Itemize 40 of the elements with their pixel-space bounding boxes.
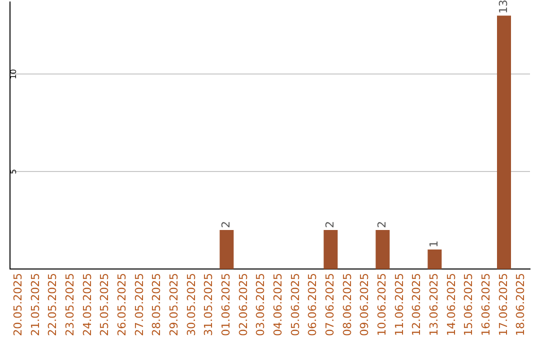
x-tick-label: 03.06.2025: [254, 273, 268, 336]
x-tick-label: 25.05.2025: [98, 273, 112, 336]
x-tick-label: 30.05.2025: [184, 273, 198, 336]
x-tick-label: 09.06.2025: [358, 273, 372, 336]
x-tick-label: 18.06.2025: [514, 273, 528, 336]
data-label: 2: [376, 221, 389, 228]
data-label: 13: [496, 0, 510, 14]
data-label: 1: [428, 240, 441, 248]
x-tick-label: 26.05.2025: [116, 273, 129, 336]
bar: [220, 230, 234, 270]
data-label: 2: [220, 221, 233, 228]
bar: [497, 16, 511, 270]
x-tick-label: 22.05.2025: [46, 273, 60, 336]
x-tick-label: 13.06.2025: [428, 273, 441, 336]
x-tick-label: 31.05.2025: [202, 273, 216, 336]
x-tick-label: 24.05.2025: [80, 273, 94, 336]
x-tick-label: 20.05.2025: [12, 273, 25, 336]
x-tick-label: 17.06.2025: [496, 273, 510, 336]
x-tick-label: 21.05.2025: [28, 273, 42, 336]
x-tick-label: 16.06.2025: [480, 273, 493, 336]
x-tick-label: 06.06.2025: [306, 273, 320, 336]
x-tick-label: 04.06.2025: [272, 273, 285, 336]
data-label: 2: [324, 221, 337, 228]
x-tick-label: 15.06.2025: [462, 273, 476, 336]
bar: [376, 230, 390, 270]
bar: [428, 250, 442, 270]
x-tick-label: 14.06.2025: [444, 273, 458, 336]
bar: [324, 230, 338, 270]
x-tick-label: 27.05.2025: [132, 273, 146, 336]
x-tick-label: 11.06.2025: [392, 273, 406, 336]
x-tick-label: 29.05.2025: [168, 273, 181, 336]
x-tick-label: 10.06.2025: [376, 273, 389, 336]
x-tick-label: 02.06.2025: [236, 273, 250, 336]
x-tick-label: 23.05.2025: [64, 273, 77, 336]
x-tick-label: 08.06.2025: [340, 273, 354, 336]
x-tick-label: 28.05.2025: [150, 273, 164, 336]
x-tick-label: 01.06.2025: [220, 273, 233, 336]
x-tick-label: 07.06.2025: [324, 273, 337, 336]
x-tick-label: 12.06.2025: [410, 273, 424, 336]
x-tick-label: 05.06.2025: [288, 273, 302, 336]
